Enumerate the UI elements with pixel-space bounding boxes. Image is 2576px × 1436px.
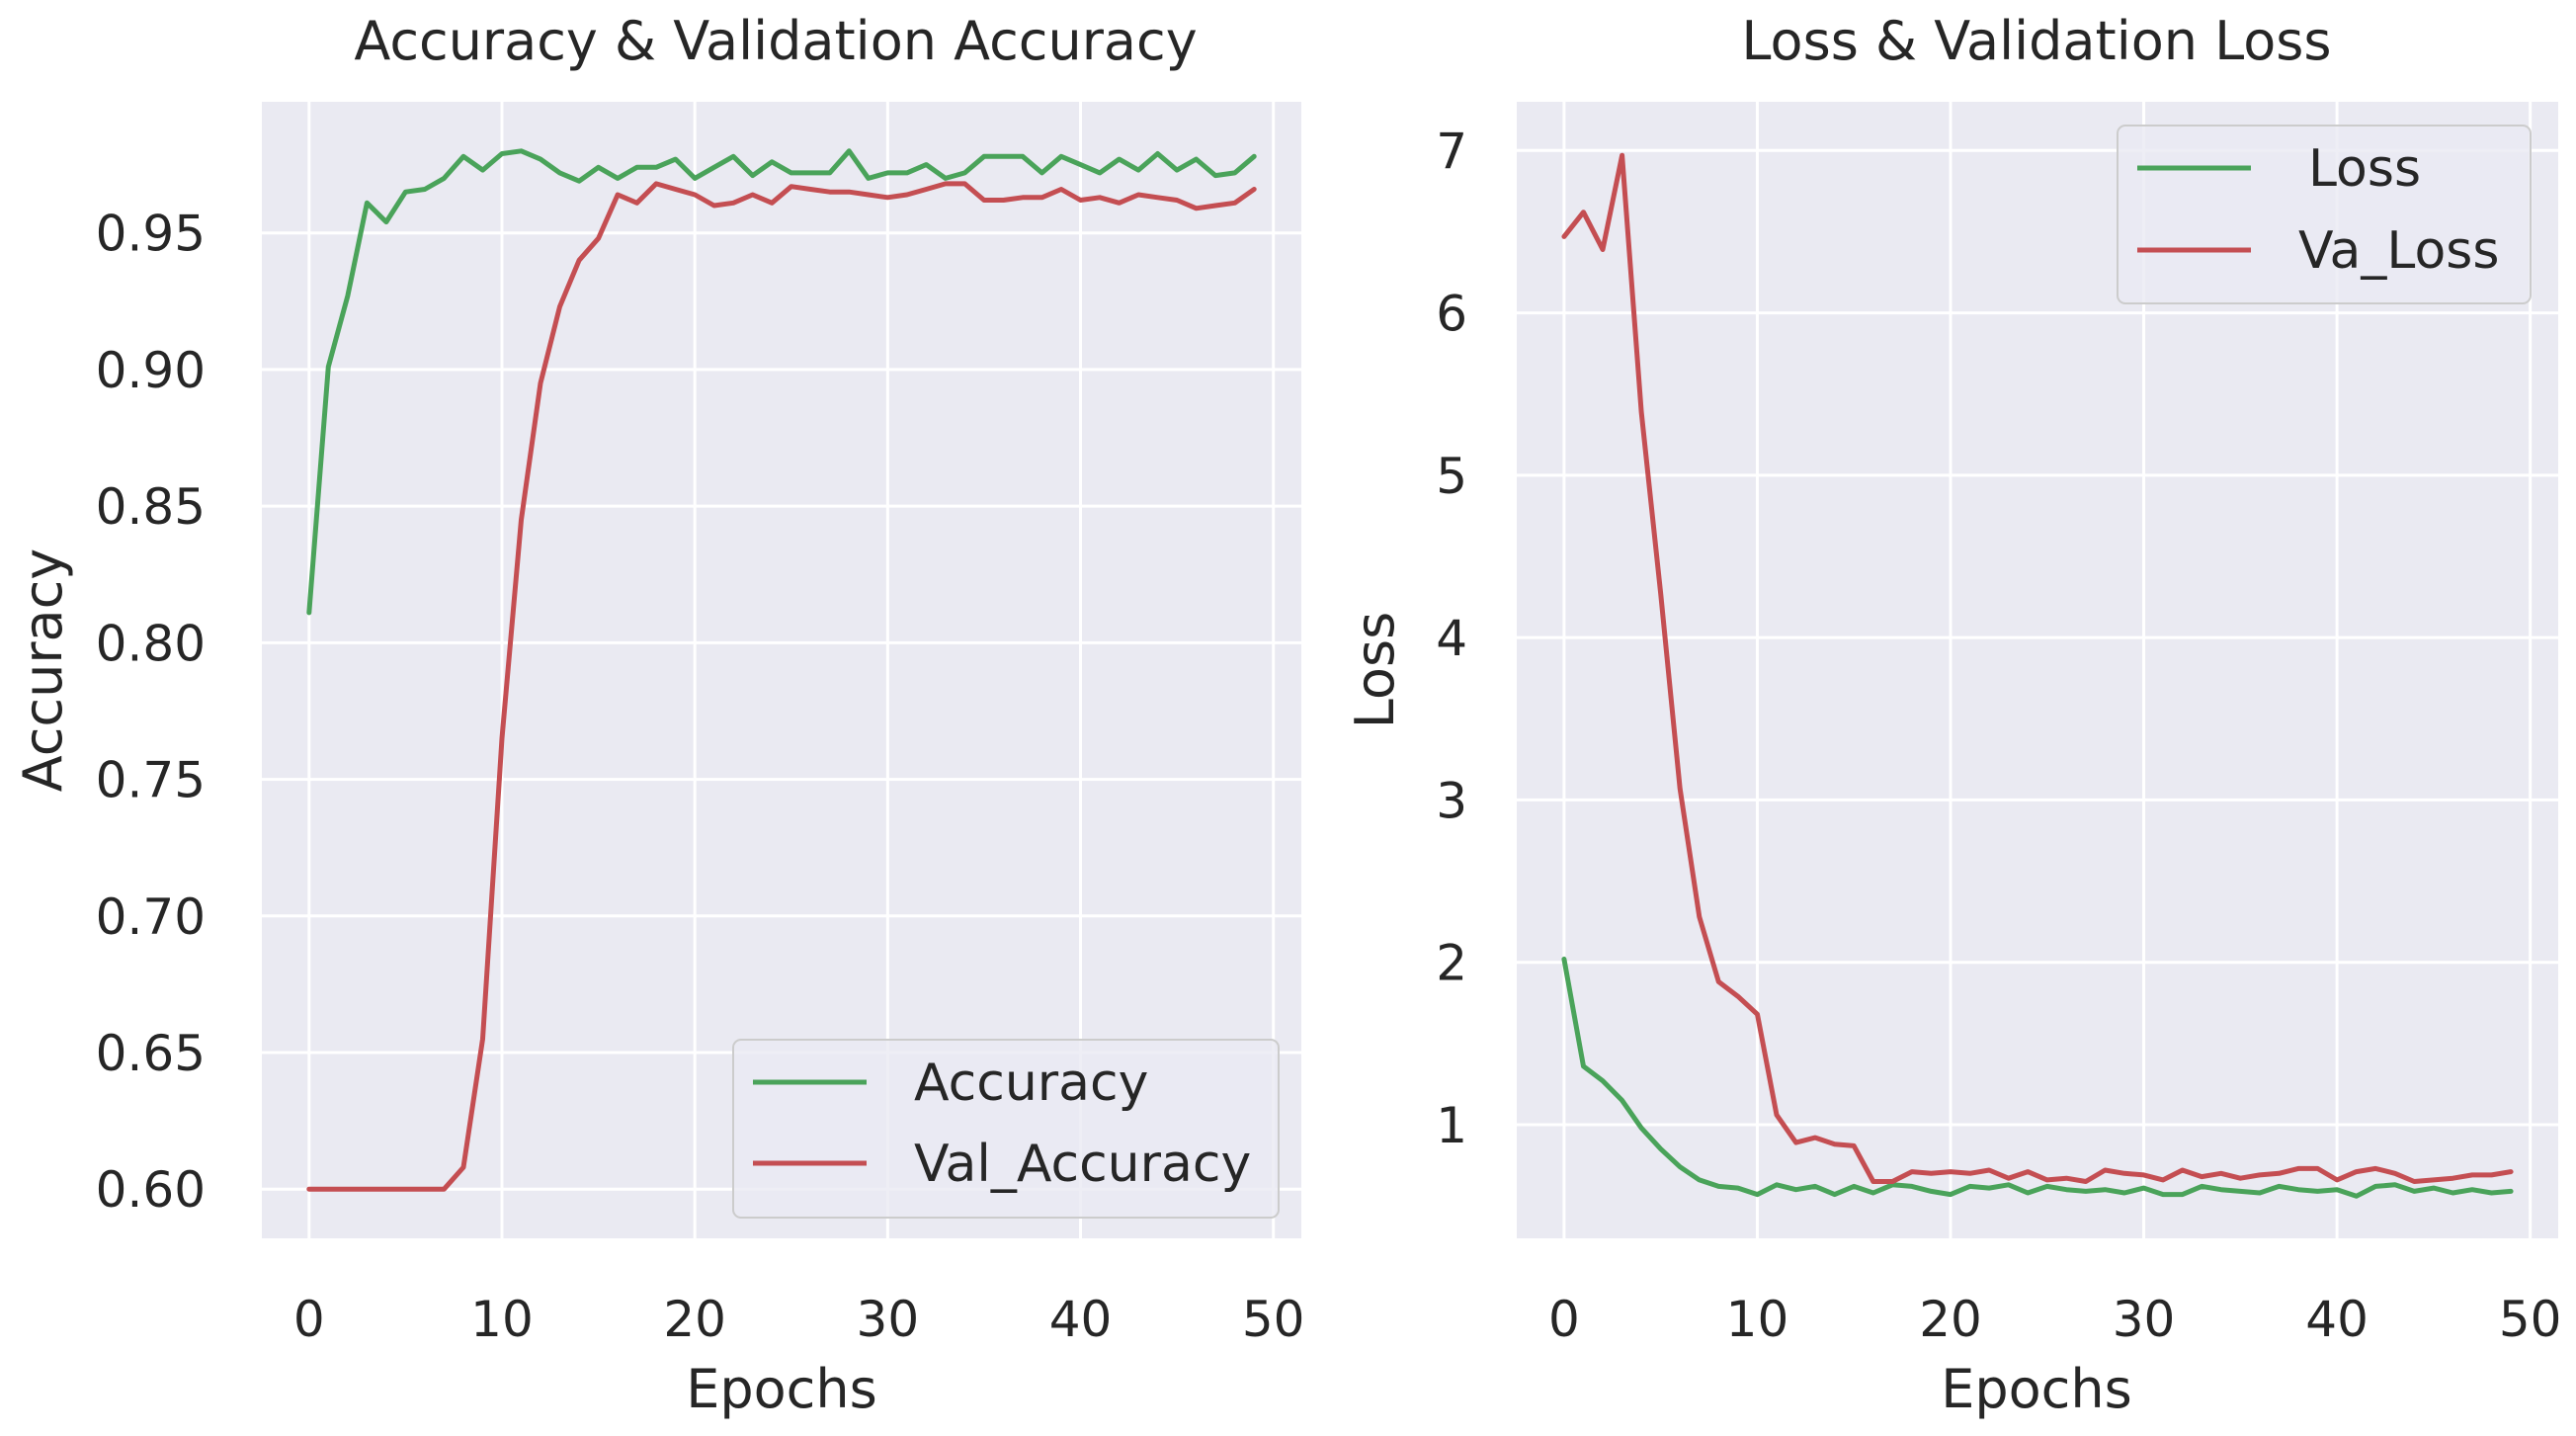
- legend-label-val-accuracy: Val_Accuracy: [914, 1135, 1251, 1194]
- loss-x-tick-label: 30: [2113, 1291, 2176, 1348]
- loss-y-tick-label: 5: [1436, 448, 1467, 505]
- accuracy-gridlines: [262, 102, 1301, 1238]
- accuracy-series-lines: [306, 148, 1257, 1192]
- accuracy-y-tick-label: 0.70: [96, 888, 206, 946]
- accuracy-x-tick-label: 20: [663, 1291, 726, 1348]
- loss-y-tick-label: 4: [1436, 610, 1467, 667]
- accuracy-chart: Accuracy & Validation Accuracy 0 10 20 3…: [12, 10, 1305, 1420]
- loss-y-tick-label: 1: [1436, 1097, 1467, 1154]
- accuracy-y-tick-label: 0.75: [96, 752, 206, 809]
- loss-x-tick-label: 10: [1726, 1291, 1789, 1348]
- accuracy-x-tick-label: 30: [857, 1291, 920, 1348]
- loss-y-tick-label: 7: [1436, 123, 1467, 180]
- accuracy-y-tick-label: 0.60: [96, 1161, 206, 1219]
- loss-chart-title: Loss & Validation Loss: [1741, 10, 2331, 72]
- accuracy-x-tick-label: 0: [293, 1291, 325, 1348]
- accuracy-y-tick-label: 0.65: [96, 1025, 206, 1082]
- loss-series-lines: [1561, 152, 2514, 1199]
- accuracy-chart-title: Accuracy & Validation Accuracy: [354, 10, 1197, 72]
- series-line-loss: [1561, 956, 2514, 1199]
- accuracy-x-axis-label: Epochs: [686, 1358, 876, 1420]
- accuracy-y-tick-label: 0.95: [96, 206, 206, 263]
- loss-legend: Loss Va_Loss: [2117, 125, 2532, 304]
- accuracy-x-tick-label: 10: [470, 1291, 534, 1348]
- legend-label-va-loss: Va_Loss: [2298, 221, 2499, 281]
- accuracy-y-tick-label: 0.90: [96, 342, 206, 399]
- accuracy-x-tick-label: 40: [1049, 1291, 1113, 1348]
- legend-label-accuracy: Accuracy: [914, 1054, 1148, 1113]
- loss-y-tick-label: 3: [1436, 772, 1467, 829]
- loss-y-tick-label: 6: [1436, 286, 1467, 343]
- loss-x-tick-label: 20: [1919, 1291, 1982, 1348]
- loss-y-axis-label: Loss: [1344, 612, 1406, 728]
- accuracy-legend-box: [732, 1039, 1280, 1219]
- loss-chart: Loss & Validation Loss 0 10 20 30 40 50 …: [1344, 10, 2561, 1420]
- series-line-val-accuracy: [306, 181, 1257, 1192]
- legend-label-loss: Loss: [2308, 139, 2421, 199]
- loss-x-tick-label: 40: [2305, 1291, 2368, 1348]
- series-line-va-loss: [1561, 152, 2514, 1184]
- series-line-accuracy: [306, 148, 1257, 616]
- loss-x-tick-label: 50: [2499, 1291, 2562, 1348]
- accuracy-y-tick-label: 0.85: [96, 478, 206, 536]
- accuracy-y-axis-label: Accuracy: [12, 549, 74, 793]
- loss-x-tick-label: 0: [1548, 1291, 1580, 1348]
- accuracy-y-tick-label: 0.80: [96, 615, 206, 672]
- accuracy-x-tick-label: 50: [1242, 1291, 1305, 1348]
- loss-x-axis-label: Epochs: [1941, 1358, 2131, 1420]
- accuracy-legend: Accuracy Val_Accuracy: [732, 1039, 1280, 1219]
- loss-y-tick-label: 2: [1436, 935, 1467, 992]
